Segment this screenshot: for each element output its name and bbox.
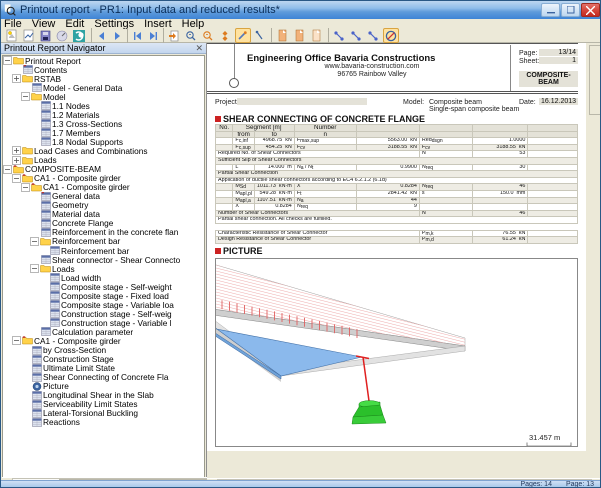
svg-text:31.457 m: 31.457 m xyxy=(529,433,560,442)
